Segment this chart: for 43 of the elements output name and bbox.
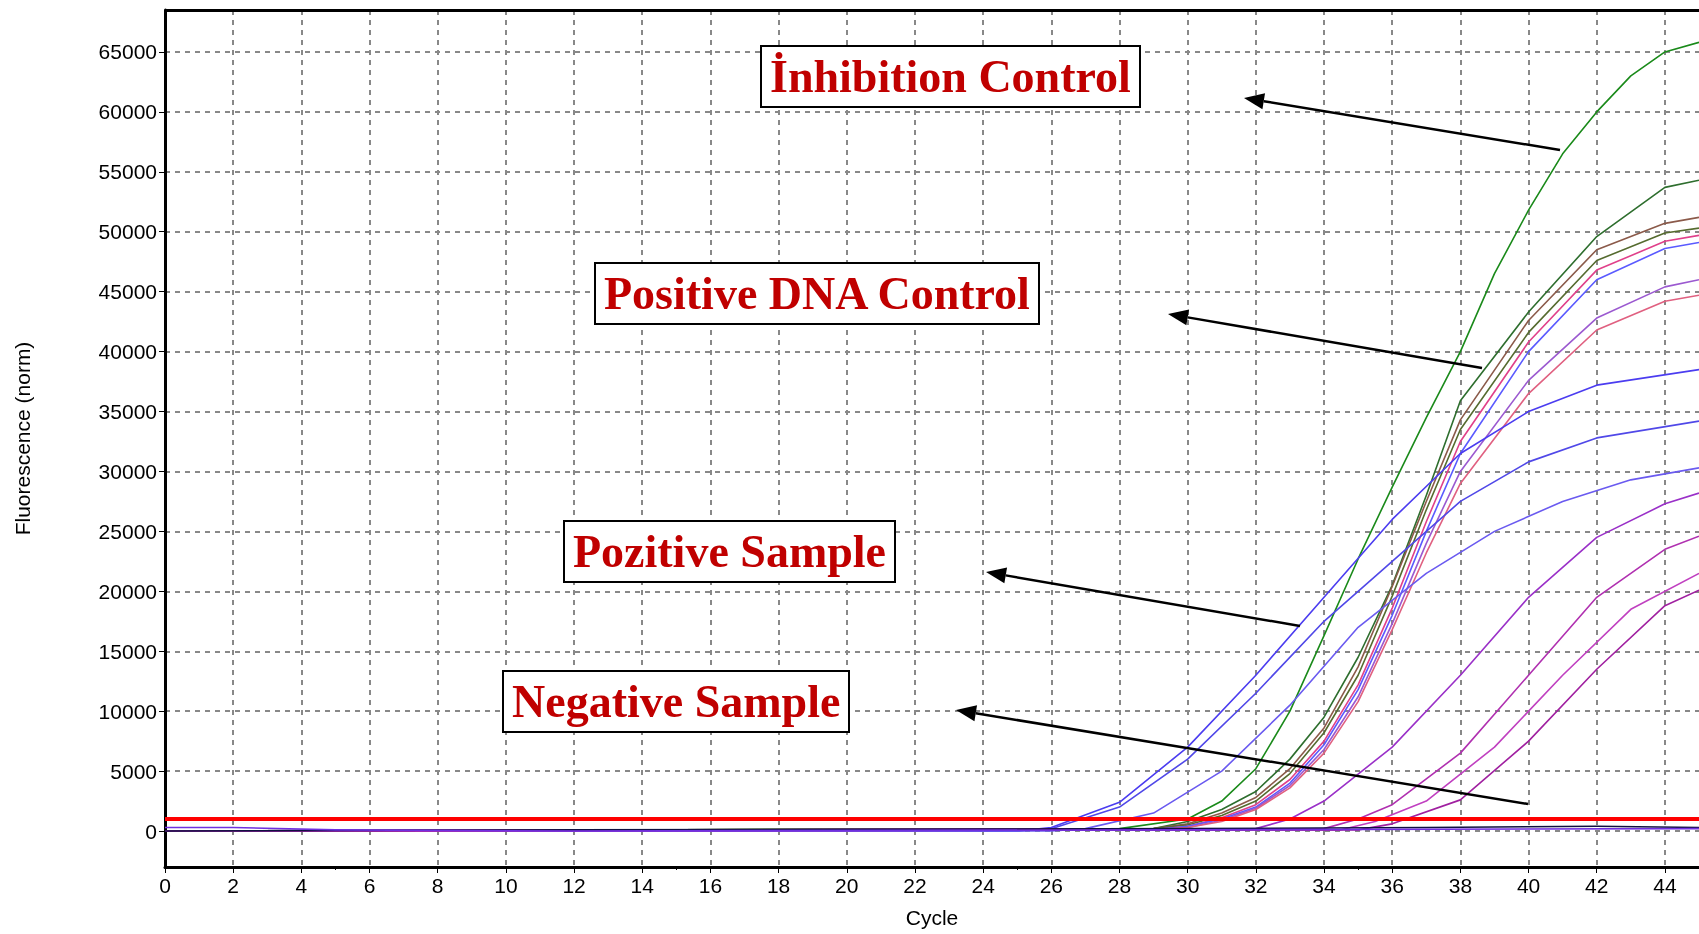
- x-tick-label: 4: [295, 874, 308, 897]
- y-tick-label: 5000: [110, 759, 157, 783]
- y-tick-label: 25000: [98, 519, 157, 543]
- x-tick-label: 32: [1244, 874, 1268, 897]
- x-tick-label: 10: [494, 874, 518, 897]
- y-tick-label: 50000: [98, 220, 157, 244]
- y-tick-label: 40000: [98, 340, 157, 364]
- x-tick-label: 0: [159, 874, 171, 897]
- y-tick-label: 60000: [98, 100, 157, 124]
- y-tick-label: 55000: [98, 160, 157, 184]
- x-tick-label: 42: [1585, 874, 1609, 897]
- y-tick-label: 35000: [98, 400, 157, 424]
- x-tick-label: 28: [1107, 874, 1132, 897]
- annotation: Pozitive Sample: [563, 520, 896, 584]
- x-tick-label: 34: [1312, 874, 1337, 897]
- x-tick-label: 30: [1175, 874, 1200, 897]
- x-tick-label: 40: [1516, 874, 1541, 897]
- x-tick-label: 2: [227, 874, 240, 897]
- x-axis-title: Cycle: [905, 906, 959, 929]
- x-tick-label: 24: [971, 874, 996, 897]
- x-tick-label: 6: [363, 874, 376, 897]
- annotation: Positive DNA Control: [594, 262, 1040, 326]
- y-tick-label: 20000: [98, 579, 157, 603]
- x-tick-label: 20: [835, 874, 859, 897]
- x-tick-label: 12: [562, 874, 586, 897]
- y-tick-label: 10000: [98, 699, 157, 723]
- annotation: İnhibition Control: [760, 45, 1141, 109]
- x-tick-label: 8: [431, 874, 444, 897]
- x-tick-label: 18: [766, 874, 791, 897]
- x-tick-label: 38: [1448, 874, 1473, 897]
- x-tick-label: 16: [698, 874, 723, 897]
- y-tick-label: 45000: [98, 280, 157, 304]
- x-tick-label: 26: [1039, 874, 1063, 897]
- x-tick-label: 14: [630, 874, 655, 897]
- y-axis-title: Fluorescence (norm): [11, 341, 34, 536]
- y-tick-label: 30000: [98, 459, 157, 483]
- x-tick-label: 22: [903, 874, 927, 897]
- y-tick-label: 0: [145, 819, 157, 843]
- y-tick-label: 15000: [98, 639, 157, 663]
- x-tick-label: 44: [1653, 874, 1677, 897]
- annotation: Negative Sample: [502, 670, 851, 734]
- y-tick-label: 65000: [98, 40, 157, 64]
- x-tick-label: 36: [1380, 874, 1404, 897]
